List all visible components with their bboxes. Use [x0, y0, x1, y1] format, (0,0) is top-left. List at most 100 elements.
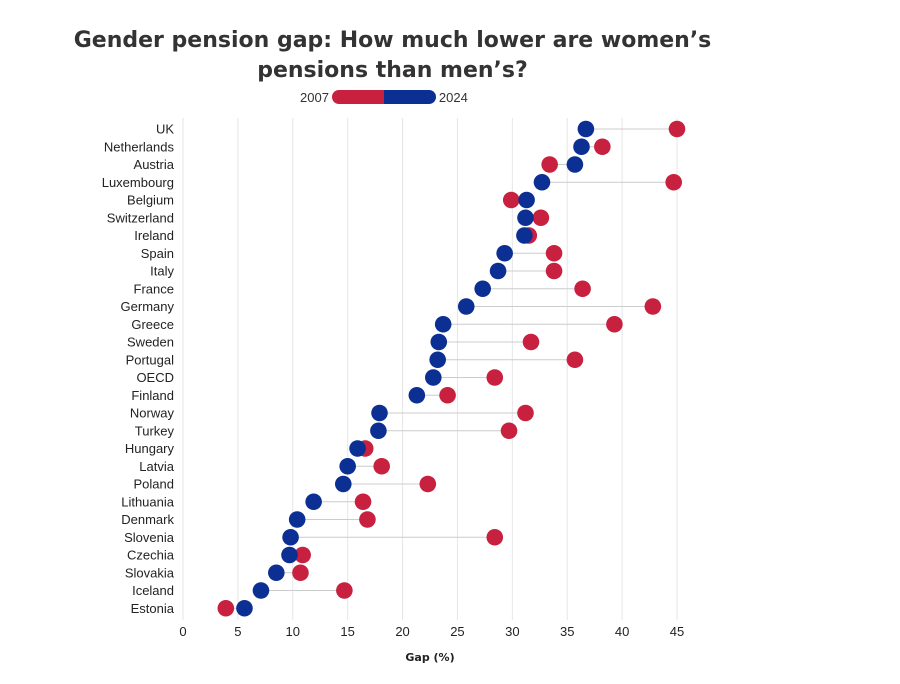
dot-2024-czechia[interactable] [281, 546, 298, 564]
country-label-latvia: Latvia [139, 459, 174, 474]
dot-2007-norway[interactable] [517, 404, 534, 422]
dot-2007-latvia[interactable] [373, 457, 390, 475]
country-label-portugal: Portugal [126, 352, 175, 367]
legend-swatch-2007 [331, 90, 384, 104]
dot-2024-oecd[interactable] [424, 369, 442, 386]
country-label-italy: Italy [150, 264, 174, 279]
dot-2007-oecd[interactable] [486, 369, 504, 386]
legend-label-2007: 2007 [300, 89, 329, 105]
dot-2007-sweden[interactable] [522, 333, 540, 351]
dot-2007-turkey[interactable] [500, 422, 518, 440]
dot-2024-austria[interactable] [566, 156, 584, 173]
dot-2007-portugal[interactable] [566, 351, 584, 369]
dot-2007-estonia[interactable] [217, 599, 235, 617]
dot-2024-slovakia[interactable] [268, 564, 285, 582]
x-tick-label-5: 5 [234, 624, 241, 639]
x-tick-label-15: 15 [340, 624, 354, 639]
country-label-poland: Poland [134, 477, 174, 492]
x-tick-label-35: 35 [560, 624, 574, 639]
dot-2024-spain[interactable] [496, 244, 513, 262]
country-label-uk: UK [156, 122, 174, 137]
country-label-netherlands: Netherlands [104, 139, 175, 154]
dot-2007-switzerland[interactable] [532, 209, 550, 227]
dot-2007-iceland[interactable] [336, 582, 353, 599]
dot-2007-poland[interactable] [419, 475, 437, 493]
dot-2024-greece[interactable] [434, 315, 452, 333]
dot-2024-luxembourg[interactable] [533, 173, 551, 191]
country-labels: UK Netherlands Austria Luxembourg Belgium Swi… [102, 122, 175, 616]
dot-2007-uk[interactable] [668, 120, 686, 138]
country-label-ireland: Ireland [134, 228, 174, 243]
dot-2024-ireland[interactable] [516, 227, 533, 244]
dot-2007-italy[interactable] [545, 262, 563, 280]
dot-2007-greece[interactable] [606, 315, 623, 333]
country-label-estonia: Estonia [131, 601, 175, 616]
dot-2024-france[interactable] [474, 280, 491, 298]
dot-2024-poland[interactable] [334, 475, 352, 493]
x-tick-label-20: 20 [395, 624, 409, 639]
x-tick-label-30: 30 [505, 624, 519, 639]
dot-2007-germany[interactable] [644, 298, 662, 315]
gridlines [182, 118, 678, 620]
dot-2024-switzerland[interactable] [517, 209, 534, 227]
country-label-denmark: Denmark [121, 512, 174, 527]
country-label-oecd: OECD [136, 370, 174, 385]
dot-2024-slovenia[interactable] [282, 528, 299, 546]
country-label-switzerland: Switzerland [107, 210, 174, 225]
dot-2024-uk[interactable] [577, 120, 595, 138]
dot-2007-luxembourg[interactable] [665, 173, 683, 191]
country-label-austria: Austria [134, 157, 175, 172]
country-label-sweden: Sweden [127, 335, 174, 350]
legend-label-2024: 2024 [438, 89, 468, 105]
dot-2024-finland[interactable] [408, 386, 426, 404]
country-label-hungary: Hungary [125, 441, 175, 456]
dot-2007-austria[interactable] [541, 156, 558, 173]
dot-2007-spain[interactable] [545, 244, 563, 262]
dot-2024-belgium[interactable] [518, 191, 535, 209]
dot-2024-netherlands[interactable] [573, 138, 590, 156]
dot-2007-lithuania[interactable] [354, 493, 372, 511]
dot-2007-denmark[interactable] [359, 511, 376, 528]
country-label-belgium: Belgium [127, 193, 174, 208]
country-label-lithuania: Lithuania [121, 494, 175, 509]
legend-bar [331, 90, 436, 104]
legend: 2007 2024 [300, 89, 468, 105]
x-tick-labels: 0 5 10 15 20 25 30 35 40 45 [179, 624, 684, 639]
dot-2024-lithuania[interactable] [305, 493, 322, 511]
country-label-slovakia: Slovakia [125, 565, 175, 580]
dot-2007-finland[interactable] [439, 386, 456, 404]
x-axis-label: Gap (%) [405, 651, 455, 664]
dot-2024-denmark[interactable] [288, 511, 306, 528]
chart-title-line-1: Gender pension gap: How much lower are w… [73, 28, 712, 53]
dot-2024-iceland[interactable] [252, 582, 270, 599]
country-label-turkey: Turkey [135, 423, 175, 438]
chart-title-line-2: pensions than men’s? [257, 58, 528, 83]
dot-2024-latvia[interactable] [339, 457, 356, 475]
x-tick-label-0: 0 [179, 624, 186, 639]
legend-swatch-2024 [383, 90, 436, 104]
dot-2024-germany[interactable] [457, 298, 475, 315]
dot-2024-estonia[interactable] [236, 599, 253, 617]
dot-2024-turkey[interactable] [370, 422, 387, 440]
dot-2007-czechia[interactable] [294, 546, 311, 564]
country-label-greece: Greece [131, 317, 174, 332]
x-tick-label-45: 45 [670, 624, 684, 639]
dot-2007-slovenia[interactable] [486, 528, 504, 546]
country-label-slovenia: Slovenia [124, 530, 175, 545]
country-label-czechia: Czechia [127, 548, 175, 563]
country-label-finland: Finland [131, 388, 174, 403]
dot-2024-norway[interactable] [371, 404, 388, 422]
dot-2024-portugal[interactable] [429, 351, 446, 369]
dot-2007-netherlands[interactable] [594, 138, 611, 156]
dot-2007-slovakia[interactable] [292, 564, 309, 582]
dot-2024-italy[interactable] [489, 262, 507, 280]
country-label-spain: Spain [141, 246, 174, 261]
x-tick-label-25: 25 [450, 624, 464, 639]
data-points [217, 120, 686, 617]
dot-2024-hungary[interactable] [349, 440, 366, 457]
dot-2007-belgium[interactable] [502, 191, 520, 209]
dot-2007-france[interactable] [574, 280, 591, 298]
dot-2024-sweden[interactable] [430, 333, 448, 351]
chart-title: Gender pension gap: How much lower are w… [30, 26, 755, 86]
